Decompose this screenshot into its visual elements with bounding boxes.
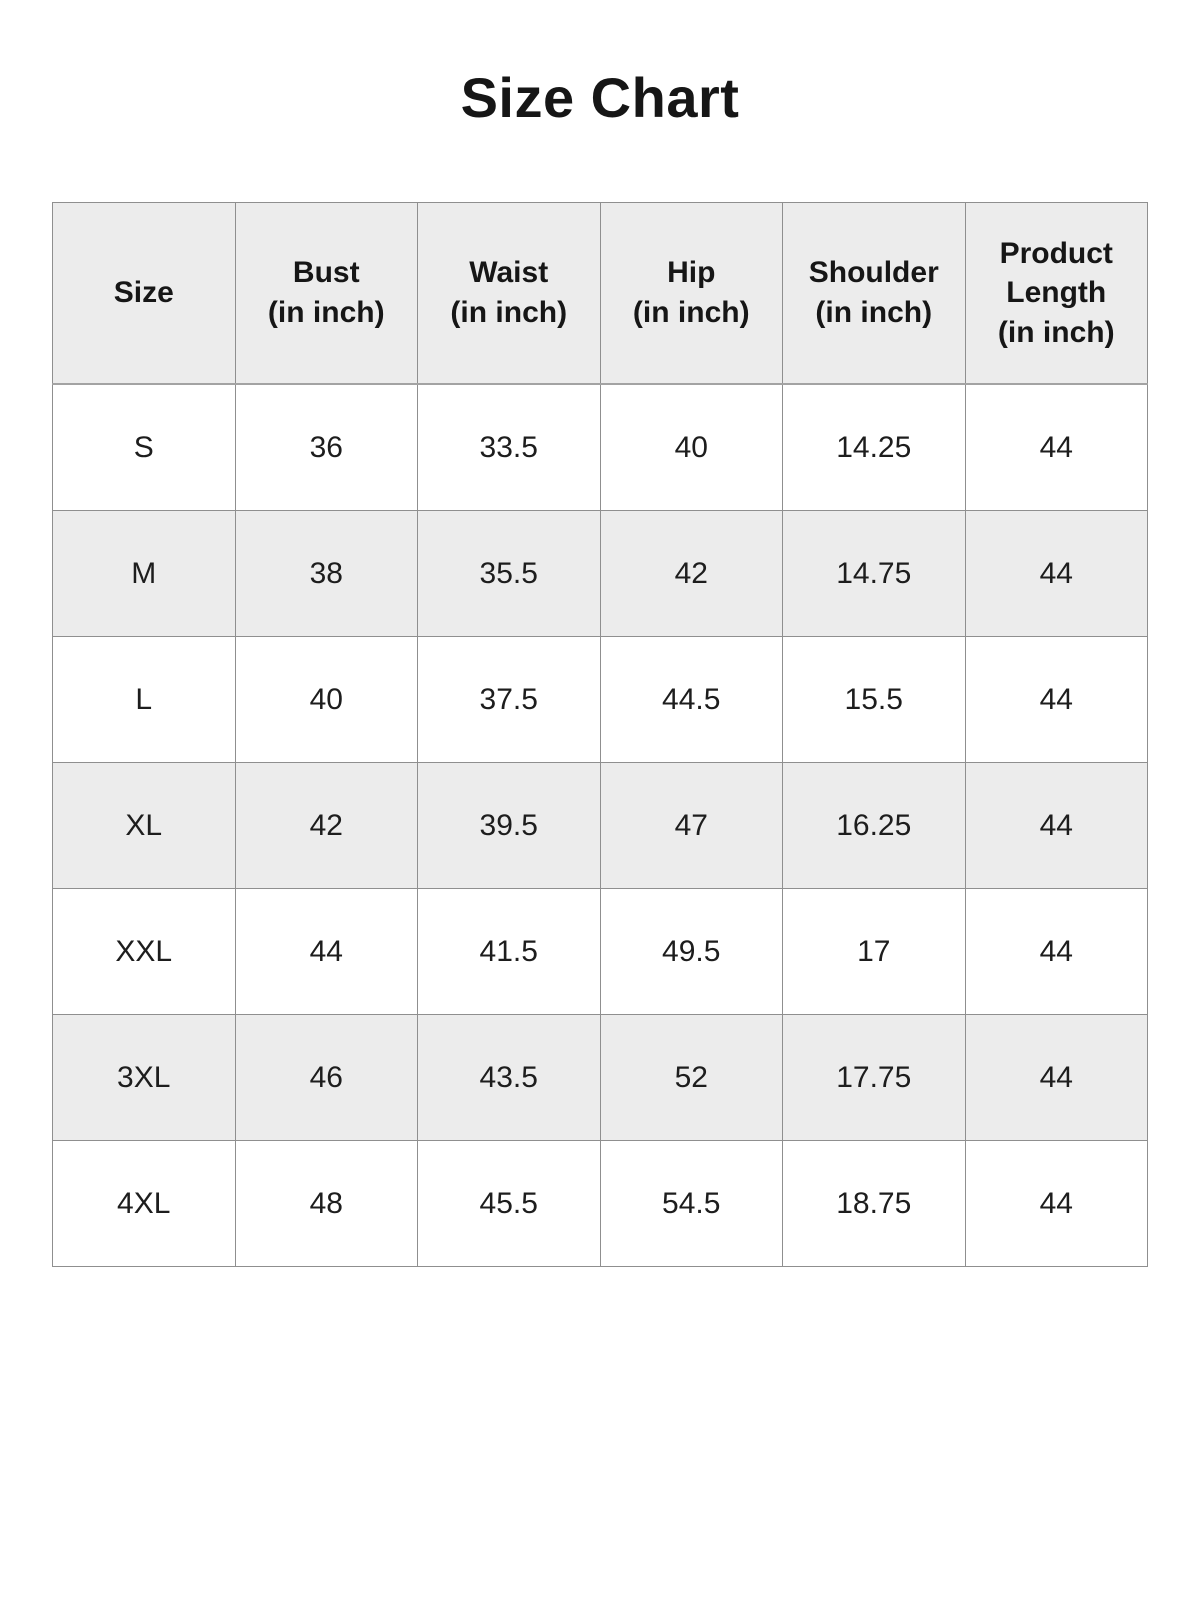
cell-waist: 33.5 [417, 383, 601, 511]
cell-size: M [52, 510, 236, 637]
cell-waist: 37.5 [417, 636, 601, 763]
cell-shoulder: 17 [782, 888, 966, 1015]
table-row-s: S 36 33.5 40 14.25 44 [52, 383, 1148, 511]
cell-waist: 45.5 [417, 1140, 601, 1267]
table-row-3xl: 3XL 46 43.5 52 17.75 44 [52, 1014, 1148, 1141]
cell-length: 44 [964, 762, 1148, 889]
cell-hip: 49.5 [599, 888, 783, 1015]
cell-waist: 35.5 [417, 510, 601, 637]
column-header-shoulder: Shoulder (in inch) [782, 202, 966, 385]
cell-shoulder: 17.75 [782, 1014, 966, 1141]
cell-hip: 42 [599, 510, 783, 637]
cell-bust: 38 [234, 510, 418, 637]
column-header-size: Size [52, 202, 236, 385]
cell-size: L [52, 636, 236, 763]
table-row-l: L 40 37.5 44.5 15.5 44 [52, 636, 1148, 763]
cell-shoulder: 18.75 [782, 1140, 966, 1267]
table-row-xxl: XXL 44 41.5 49.5 17 44 [52, 888, 1148, 1015]
cell-waist: 39.5 [417, 762, 601, 889]
cell-hip: 54.5 [599, 1140, 783, 1267]
table-body: S 36 33.5 40 14.25 44 M 38 35.5 42 14.75… [52, 383, 1148, 1267]
cell-bust: 42 [234, 762, 418, 889]
cell-length: 44 [964, 383, 1148, 511]
cell-shoulder: 14.75 [782, 510, 966, 637]
cell-hip: 47 [599, 762, 783, 889]
cell-shoulder: 16.25 [782, 762, 966, 889]
cell-bust: 46 [234, 1014, 418, 1141]
cell-size: XXL [52, 888, 236, 1015]
column-header-hip: Hip (in inch) [599, 202, 783, 385]
cell-waist: 43.5 [417, 1014, 601, 1141]
table-row-m: M 38 35.5 42 14.75 44 [52, 510, 1148, 637]
column-header-product-length: Product Length (in inch) [964, 202, 1148, 385]
header-row: Size Bust (in inch) Waist (in inch) Hip … [52, 202, 1148, 385]
cell-waist: 41.5 [417, 888, 601, 1015]
cell-hip: 52 [599, 1014, 783, 1141]
cell-bust: 48 [234, 1140, 418, 1267]
cell-length: 44 [964, 636, 1148, 763]
cell-bust: 40 [234, 636, 418, 763]
table-row-xl: XL 42 39.5 47 16.25 44 [52, 762, 1148, 889]
table-header: Size Bust (in inch) Waist (in inch) Hip … [52, 202, 1148, 385]
table-row-4xl: 4XL 48 45.5 54.5 18.75 44 [52, 1140, 1148, 1267]
cell-length: 44 [964, 1014, 1148, 1141]
cell-bust: 36 [234, 383, 418, 511]
column-header-waist: Waist (in inch) [417, 202, 601, 385]
cell-length: 44 [964, 1140, 1148, 1267]
column-header-bust: Bust (in inch) [234, 202, 418, 385]
size-chart-table-container: Size Bust (in inch) Waist (in inch) Hip … [52, 202, 1148, 1267]
cell-hip: 40 [599, 383, 783, 511]
cell-shoulder: 15.5 [782, 636, 966, 763]
size-chart-table: Size Bust (in inch) Waist (in inch) Hip … [52, 202, 1148, 1267]
cell-bust: 44 [234, 888, 418, 1015]
page-title: Size Chart [460, 66, 740, 129]
cell-hip: 44.5 [599, 636, 783, 763]
cell-length: 44 [964, 888, 1148, 1015]
cell-size: S [52, 383, 236, 511]
cell-length: 44 [964, 510, 1148, 637]
cell-size: XL [52, 762, 236, 889]
cell-shoulder: 14.25 [782, 383, 966, 511]
cell-size: 4XL [52, 1140, 236, 1267]
cell-size: 3XL [52, 1014, 236, 1141]
